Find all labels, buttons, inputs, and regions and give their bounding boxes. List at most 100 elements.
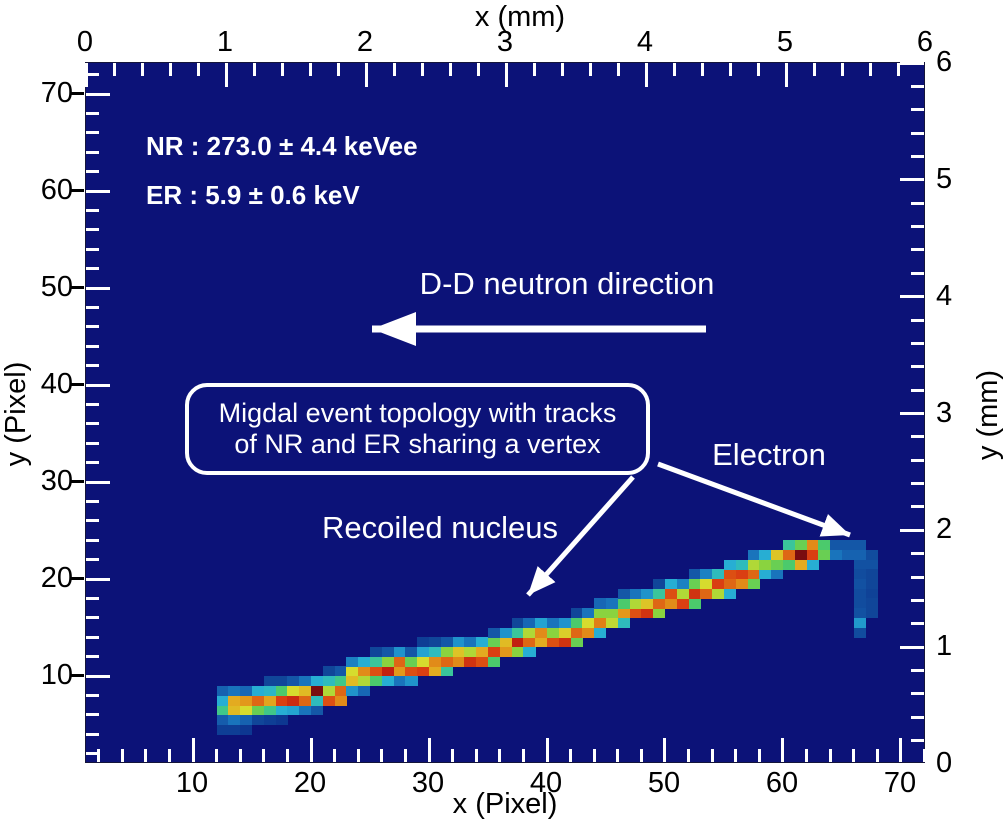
heatmap-cell bbox=[287, 676, 300, 687]
x-pixel-major-tick bbox=[899, 738, 903, 762]
x-mm-minor-tick bbox=[308, 63, 312, 76]
heatmap-cell bbox=[429, 666, 442, 677]
heatmap-cell bbox=[629, 608, 642, 619]
heatmap-cell bbox=[606, 608, 619, 619]
x-pixel-minor-tick bbox=[852, 749, 856, 762]
y-pixel-tick-label: 10 bbox=[40, 659, 73, 692]
y-pixel-minor-tick bbox=[86, 402, 99, 406]
heatmap-cell bbox=[370, 646, 383, 658]
heatmap-cell bbox=[688, 588, 701, 599]
y-mm-major-tick bbox=[900, 645, 924, 649]
heatmap-cell bbox=[853, 608, 866, 619]
x-mm-minor-tick bbox=[812, 63, 816, 76]
y-mm-tick-label: 6 bbox=[936, 46, 953, 78]
heatmap-cell bbox=[440, 646, 453, 658]
heatmap-cell bbox=[216, 724, 229, 735]
heatmap-cell bbox=[464, 637, 477, 648]
x-pixel-minor-tick bbox=[333, 749, 337, 762]
heatmap-cell bbox=[582, 608, 595, 619]
y-pixel-minor-tick bbox=[86, 422, 99, 426]
heatmap-cell bbox=[417, 666, 430, 677]
heatmap-cell bbox=[688, 598, 701, 609]
heatmap-cell bbox=[405, 676, 418, 687]
heatmap-cell bbox=[311, 685, 324, 696]
heatmap-cell bbox=[476, 656, 489, 667]
heatmap-cell bbox=[370, 676, 383, 687]
heatmap-cell bbox=[417, 646, 430, 658]
x-mm-minor-tick bbox=[896, 63, 900, 76]
y-pixel-minor-tick bbox=[86, 752, 99, 756]
y-pixel-minor-tick bbox=[86, 73, 99, 77]
heatmap-cell bbox=[853, 598, 866, 609]
y-mm-minor-tick bbox=[911, 108, 924, 112]
y-mm-minor-tick bbox=[911, 598, 924, 602]
heatmap-cell bbox=[747, 549, 760, 561]
y-mm-minor-tick bbox=[911, 622, 924, 626]
heatmap-cell bbox=[865, 559, 878, 570]
y-pixel-outer-tick bbox=[71, 285, 84, 289]
heatmap-cell bbox=[794, 540, 807, 551]
heatmap-cell bbox=[865, 549, 878, 561]
heatmap-cell bbox=[464, 646, 477, 658]
heatmap-cell bbox=[570, 617, 583, 628]
heatmap-cell bbox=[653, 608, 666, 619]
heatmap-cell bbox=[322, 676, 335, 687]
heatmap-cell bbox=[252, 705, 265, 716]
heatmap-cell bbox=[240, 695, 253, 706]
heatmap-cell bbox=[712, 579, 725, 590]
heatmap-cell bbox=[853, 549, 866, 561]
heatmap-cell bbox=[511, 617, 524, 628]
x-mm-minor-tick bbox=[728, 63, 732, 76]
heatmap-cell bbox=[252, 685, 265, 696]
y-pixel-tick-label: 20 bbox=[40, 562, 73, 595]
x-pixel-minor-tick bbox=[734, 749, 738, 762]
y-pixel-major-tick bbox=[86, 480, 110, 484]
heatmap-cell bbox=[452, 646, 465, 658]
x-pixel-minor-tick bbox=[215, 749, 219, 762]
heatmap-cell bbox=[653, 588, 666, 599]
heatmap-cell bbox=[511, 637, 524, 648]
heatmap-cell bbox=[830, 540, 843, 551]
y-pixel-minor-tick bbox=[86, 228, 99, 232]
y-pixel-minor-tick bbox=[86, 111, 99, 115]
y-mm-minor-tick bbox=[911, 154, 924, 158]
y-mm-major-tick bbox=[900, 178, 924, 182]
heatmap-cell bbox=[723, 559, 737, 570]
heatmap-cell bbox=[252, 695, 265, 706]
y-pixel-minor-tick bbox=[86, 596, 99, 600]
heatmap-cell bbox=[405, 666, 418, 677]
x-pixel-major-tick bbox=[309, 738, 313, 762]
x-pixel-minor-tick bbox=[451, 749, 455, 762]
heatmap-cell bbox=[429, 637, 442, 648]
heatmap-cell bbox=[240, 724, 253, 735]
heatmap-cell bbox=[275, 695, 288, 706]
y-pixel-tick-label: 60 bbox=[40, 174, 73, 207]
heatmap-cell bbox=[358, 656, 371, 667]
heatmap-cell bbox=[216, 705, 229, 716]
heatmap-cell bbox=[429, 646, 442, 658]
heatmap-cell bbox=[346, 676, 359, 687]
heatmap-cell bbox=[641, 598, 654, 609]
y-pixel-minor-tick bbox=[86, 732, 99, 736]
heatmap-cell bbox=[440, 666, 453, 677]
heatmap-cell bbox=[594, 608, 607, 619]
x-mm-minor-tick bbox=[420, 63, 424, 76]
y-mm-minor-tick bbox=[911, 201, 924, 205]
heatmap-cell bbox=[488, 656, 501, 667]
heatmap-cell bbox=[287, 695, 300, 706]
heatmap-cell bbox=[570, 608, 583, 619]
y-pixel-major-tick bbox=[86, 189, 110, 193]
heatmap-cell bbox=[558, 627, 571, 638]
x-pixel-minor-tick bbox=[592, 749, 596, 762]
y-pixel-minor-tick bbox=[86, 538, 99, 542]
y-mm-minor-tick bbox=[911, 318, 924, 322]
heatmap-cell bbox=[240, 714, 253, 725]
heatmap-cell bbox=[818, 540, 831, 551]
heatmap-cell bbox=[358, 685, 371, 696]
heatmap-plot-area bbox=[84, 61, 928, 766]
x-mm-minor-tick bbox=[868, 63, 872, 76]
heatmap-cell bbox=[759, 549, 772, 561]
x-pixel-tick-label: 60 bbox=[765, 767, 799, 799]
heatmap-cell bbox=[535, 627, 548, 638]
bottom-axis-title: x (Pixel) bbox=[452, 788, 558, 820]
